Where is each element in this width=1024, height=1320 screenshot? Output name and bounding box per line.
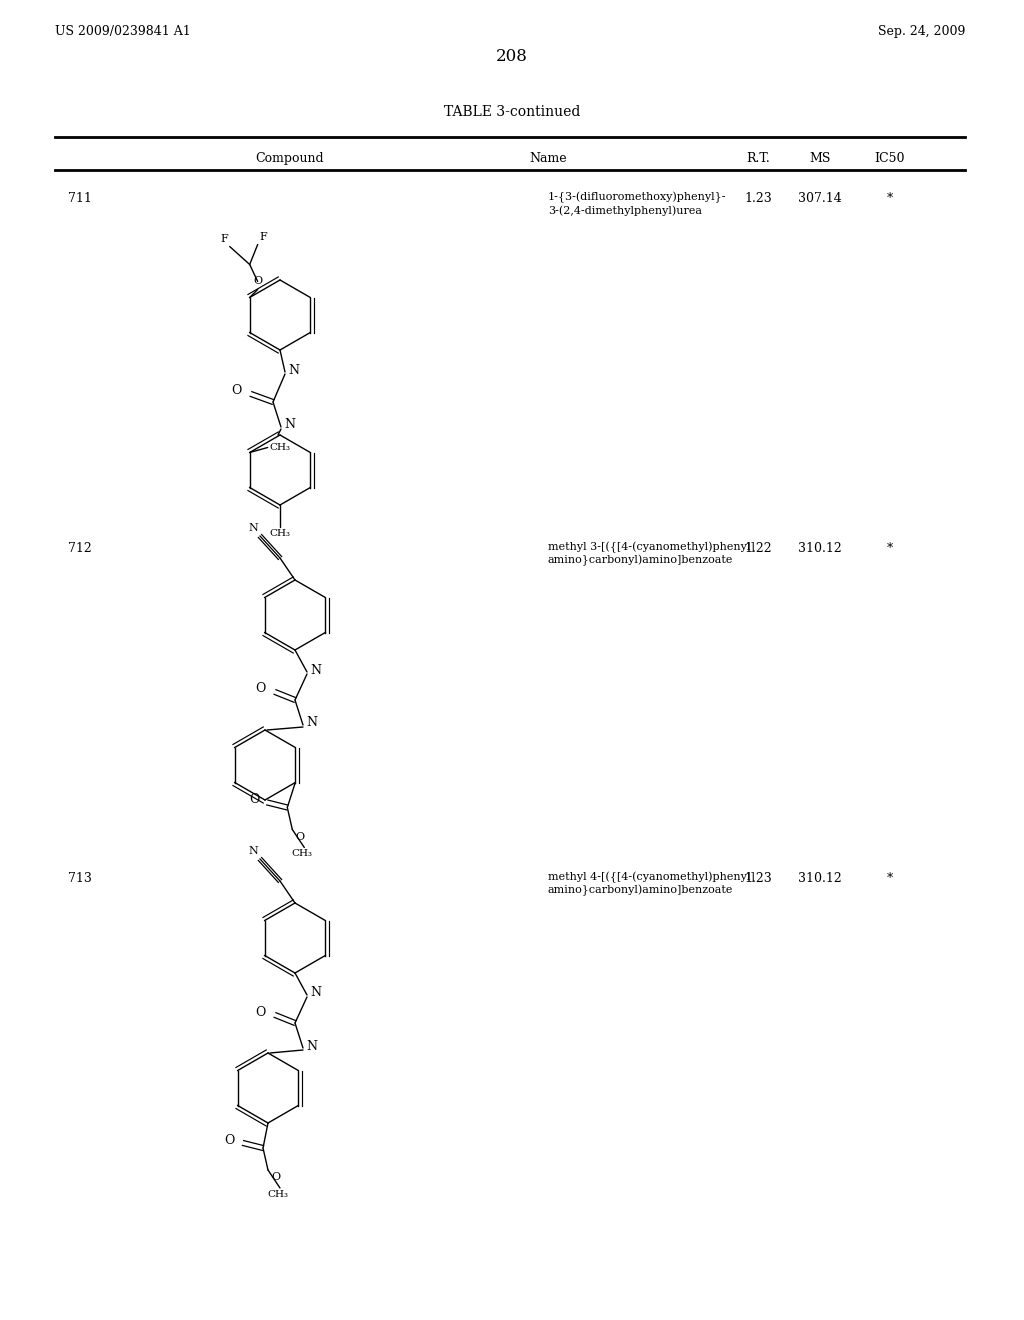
Text: N: N: [306, 717, 317, 730]
Text: 711: 711: [68, 191, 92, 205]
Text: 712: 712: [68, 543, 92, 554]
Text: O: O: [256, 1006, 266, 1019]
Text: N: N: [248, 846, 258, 855]
Text: Sep. 24, 2009: Sep. 24, 2009: [878, 25, 965, 38]
Text: N: N: [248, 523, 258, 533]
Text: *: *: [887, 543, 893, 554]
Text: N: N: [310, 664, 321, 676]
Text: N: N: [306, 1040, 317, 1052]
Text: TABLE 3-continued: TABLE 3-continued: [443, 106, 581, 119]
Text: O: O: [249, 793, 259, 807]
Text: N: N: [288, 363, 299, 376]
Text: 310.12: 310.12: [798, 873, 842, 884]
Text: *: *: [887, 191, 893, 205]
Text: 307.14: 307.14: [798, 191, 842, 205]
Text: *: *: [887, 873, 893, 884]
Text: CH₃: CH₃: [292, 850, 312, 858]
Text: 1.23: 1.23: [744, 191, 772, 205]
Text: IC50: IC50: [874, 152, 905, 165]
Text: O: O: [231, 384, 242, 397]
Text: O: O: [256, 682, 266, 696]
Text: 310.12: 310.12: [798, 543, 842, 554]
Text: R.T.: R.T.: [746, 152, 770, 165]
Text: O: O: [224, 1134, 234, 1147]
Text: O: O: [295, 832, 304, 842]
Text: methyl 4-[({[4-(cyanomethyl)phenyl]
amino}carbonyl)amino]benzoate: methyl 4-[({[4-(cyanomethyl)phenyl] amin…: [548, 873, 755, 896]
Text: 208: 208: [496, 48, 528, 65]
Text: F: F: [220, 235, 227, 244]
Text: O: O: [253, 276, 262, 286]
Text: CH₃: CH₃: [269, 529, 291, 539]
Text: 1.22: 1.22: [744, 543, 772, 554]
Text: Compound: Compound: [256, 152, 325, 165]
Text: N: N: [310, 986, 321, 999]
Text: Name: Name: [529, 152, 567, 165]
Text: CH₃: CH₃: [267, 1191, 289, 1199]
Text: 713: 713: [68, 873, 92, 884]
Text: F: F: [260, 232, 267, 243]
Text: CH₃: CH₃: [269, 444, 291, 451]
Text: O: O: [271, 1172, 281, 1181]
Text: methyl 3-[({[4-(cyanomethyl)phenyl]
amino}carbonyl)amino]benzoate: methyl 3-[({[4-(cyanomethyl)phenyl] amin…: [548, 543, 755, 566]
Text: 1-{3-(difluoromethoxy)phenyl}-
3-(2,4-dimethylphenyl)urea: 1-{3-(difluoromethoxy)phenyl}- 3-(2,4-di…: [548, 191, 726, 215]
Text: US 2009/0239841 A1: US 2009/0239841 A1: [55, 25, 190, 38]
Text: 1.23: 1.23: [744, 873, 772, 884]
Text: N: N: [284, 418, 295, 432]
Text: MS: MS: [809, 152, 830, 165]
